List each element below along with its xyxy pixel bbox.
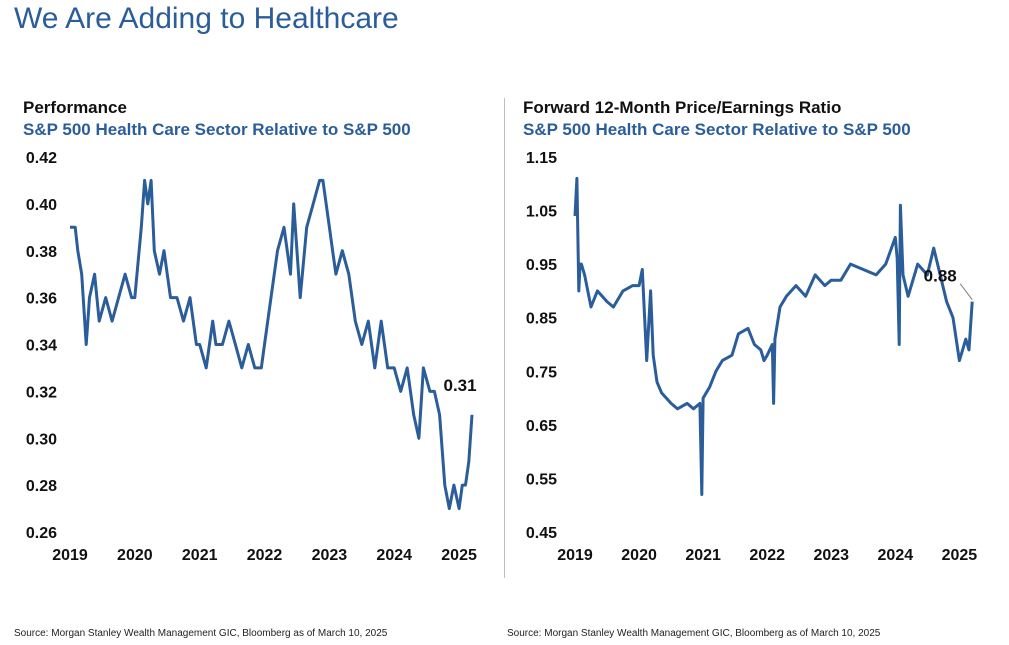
y-tick-label: 0.65 bbox=[526, 418, 557, 435]
x-tick-label: 2020 bbox=[117, 547, 153, 564]
performance-chart-panel: 0.42 0.40 0.38 0.36 0.34 0.32 0.30 0.28 0.26 2019… bbox=[0, 95, 490, 585]
series-line bbox=[573, 176, 974, 496]
chart-title: Performance bbox=[23, 98, 127, 117]
y-tick-label: 0.75 bbox=[526, 364, 557, 381]
x-tick-label: 2022 bbox=[247, 547, 283, 564]
y-tick-label: 0.32 bbox=[26, 384, 57, 401]
y-tick-label: 0.85 bbox=[526, 311, 557, 328]
x-tick-label: 2021 bbox=[685, 547, 721, 564]
x-tick-label: 2025 bbox=[441, 547, 477, 564]
x-tick-label: 2020 bbox=[621, 547, 657, 564]
latest-value-label: 0.88 bbox=[924, 267, 957, 286]
panel-divider bbox=[504, 98, 505, 578]
chart-title: Forward 12-Month Price/Earnings Ratio bbox=[523, 98, 842, 117]
performance-chart: 0.42 0.40 0.38 0.36 0.34 0.32 0.30 0.28 0.26 2019… bbox=[26, 150, 477, 564]
y-tick-label: 0.45 bbox=[526, 525, 557, 542]
y-tick-label: 0.30 bbox=[26, 431, 57, 448]
x-tick-label: 2021 bbox=[182, 547, 218, 564]
pe-ratio-chart-panel: 1.15 1.05 0.95 0.85 0.75 0.65 0.55 0.45 2019 2020… bbox=[505, 95, 995, 585]
annotation-leader-line bbox=[959, 283, 973, 300]
latest-value-label: 0.31 bbox=[443, 376, 476, 395]
y-tick-label: 0.42 bbox=[26, 150, 57, 167]
page-title: We Are Adding to Healthcare bbox=[14, 2, 399, 35]
x-tick-label: 2023 bbox=[813, 547, 849, 564]
chart-subtitle: S&P 500 Health Care Sector Relative to S… bbox=[23, 120, 411, 139]
y-tick-label: 0.55 bbox=[526, 471, 557, 488]
series-line bbox=[70, 178, 474, 511]
x-tick-label: 2024 bbox=[878, 547, 914, 564]
x-tick-label: 2019 bbox=[557, 547, 593, 564]
y-tick-label: 1.15 bbox=[526, 150, 557, 167]
y-tick-label: 0.36 bbox=[26, 291, 57, 308]
chart-subtitle: S&P 500 Health Care Sector Relative to S… bbox=[523, 120, 911, 139]
y-tick-label: 0.28 bbox=[26, 478, 57, 495]
y-tick-label: 0.26 bbox=[26, 525, 57, 542]
y-tick-label: 0.95 bbox=[526, 257, 557, 274]
x-tick-label: 2025 bbox=[942, 547, 978, 564]
y-tick-label: 1.05 bbox=[526, 204, 557, 221]
x-tick-label: 2024 bbox=[376, 547, 412, 564]
x-tick-label: 2019 bbox=[52, 547, 88, 564]
source-note: Source: Morgan Stanley Wealth Management… bbox=[14, 628, 388, 639]
y-tick-label: 0.40 bbox=[26, 197, 57, 214]
x-tick-label: 2023 bbox=[312, 547, 348, 564]
x-tick-label: 2022 bbox=[749, 547, 785, 564]
y-tick-label: 0.34 bbox=[26, 338, 57, 355]
y-tick-label: 0.38 bbox=[26, 244, 57, 261]
source-note: Source: Morgan Stanley Wealth Management… bbox=[507, 628, 881, 639]
